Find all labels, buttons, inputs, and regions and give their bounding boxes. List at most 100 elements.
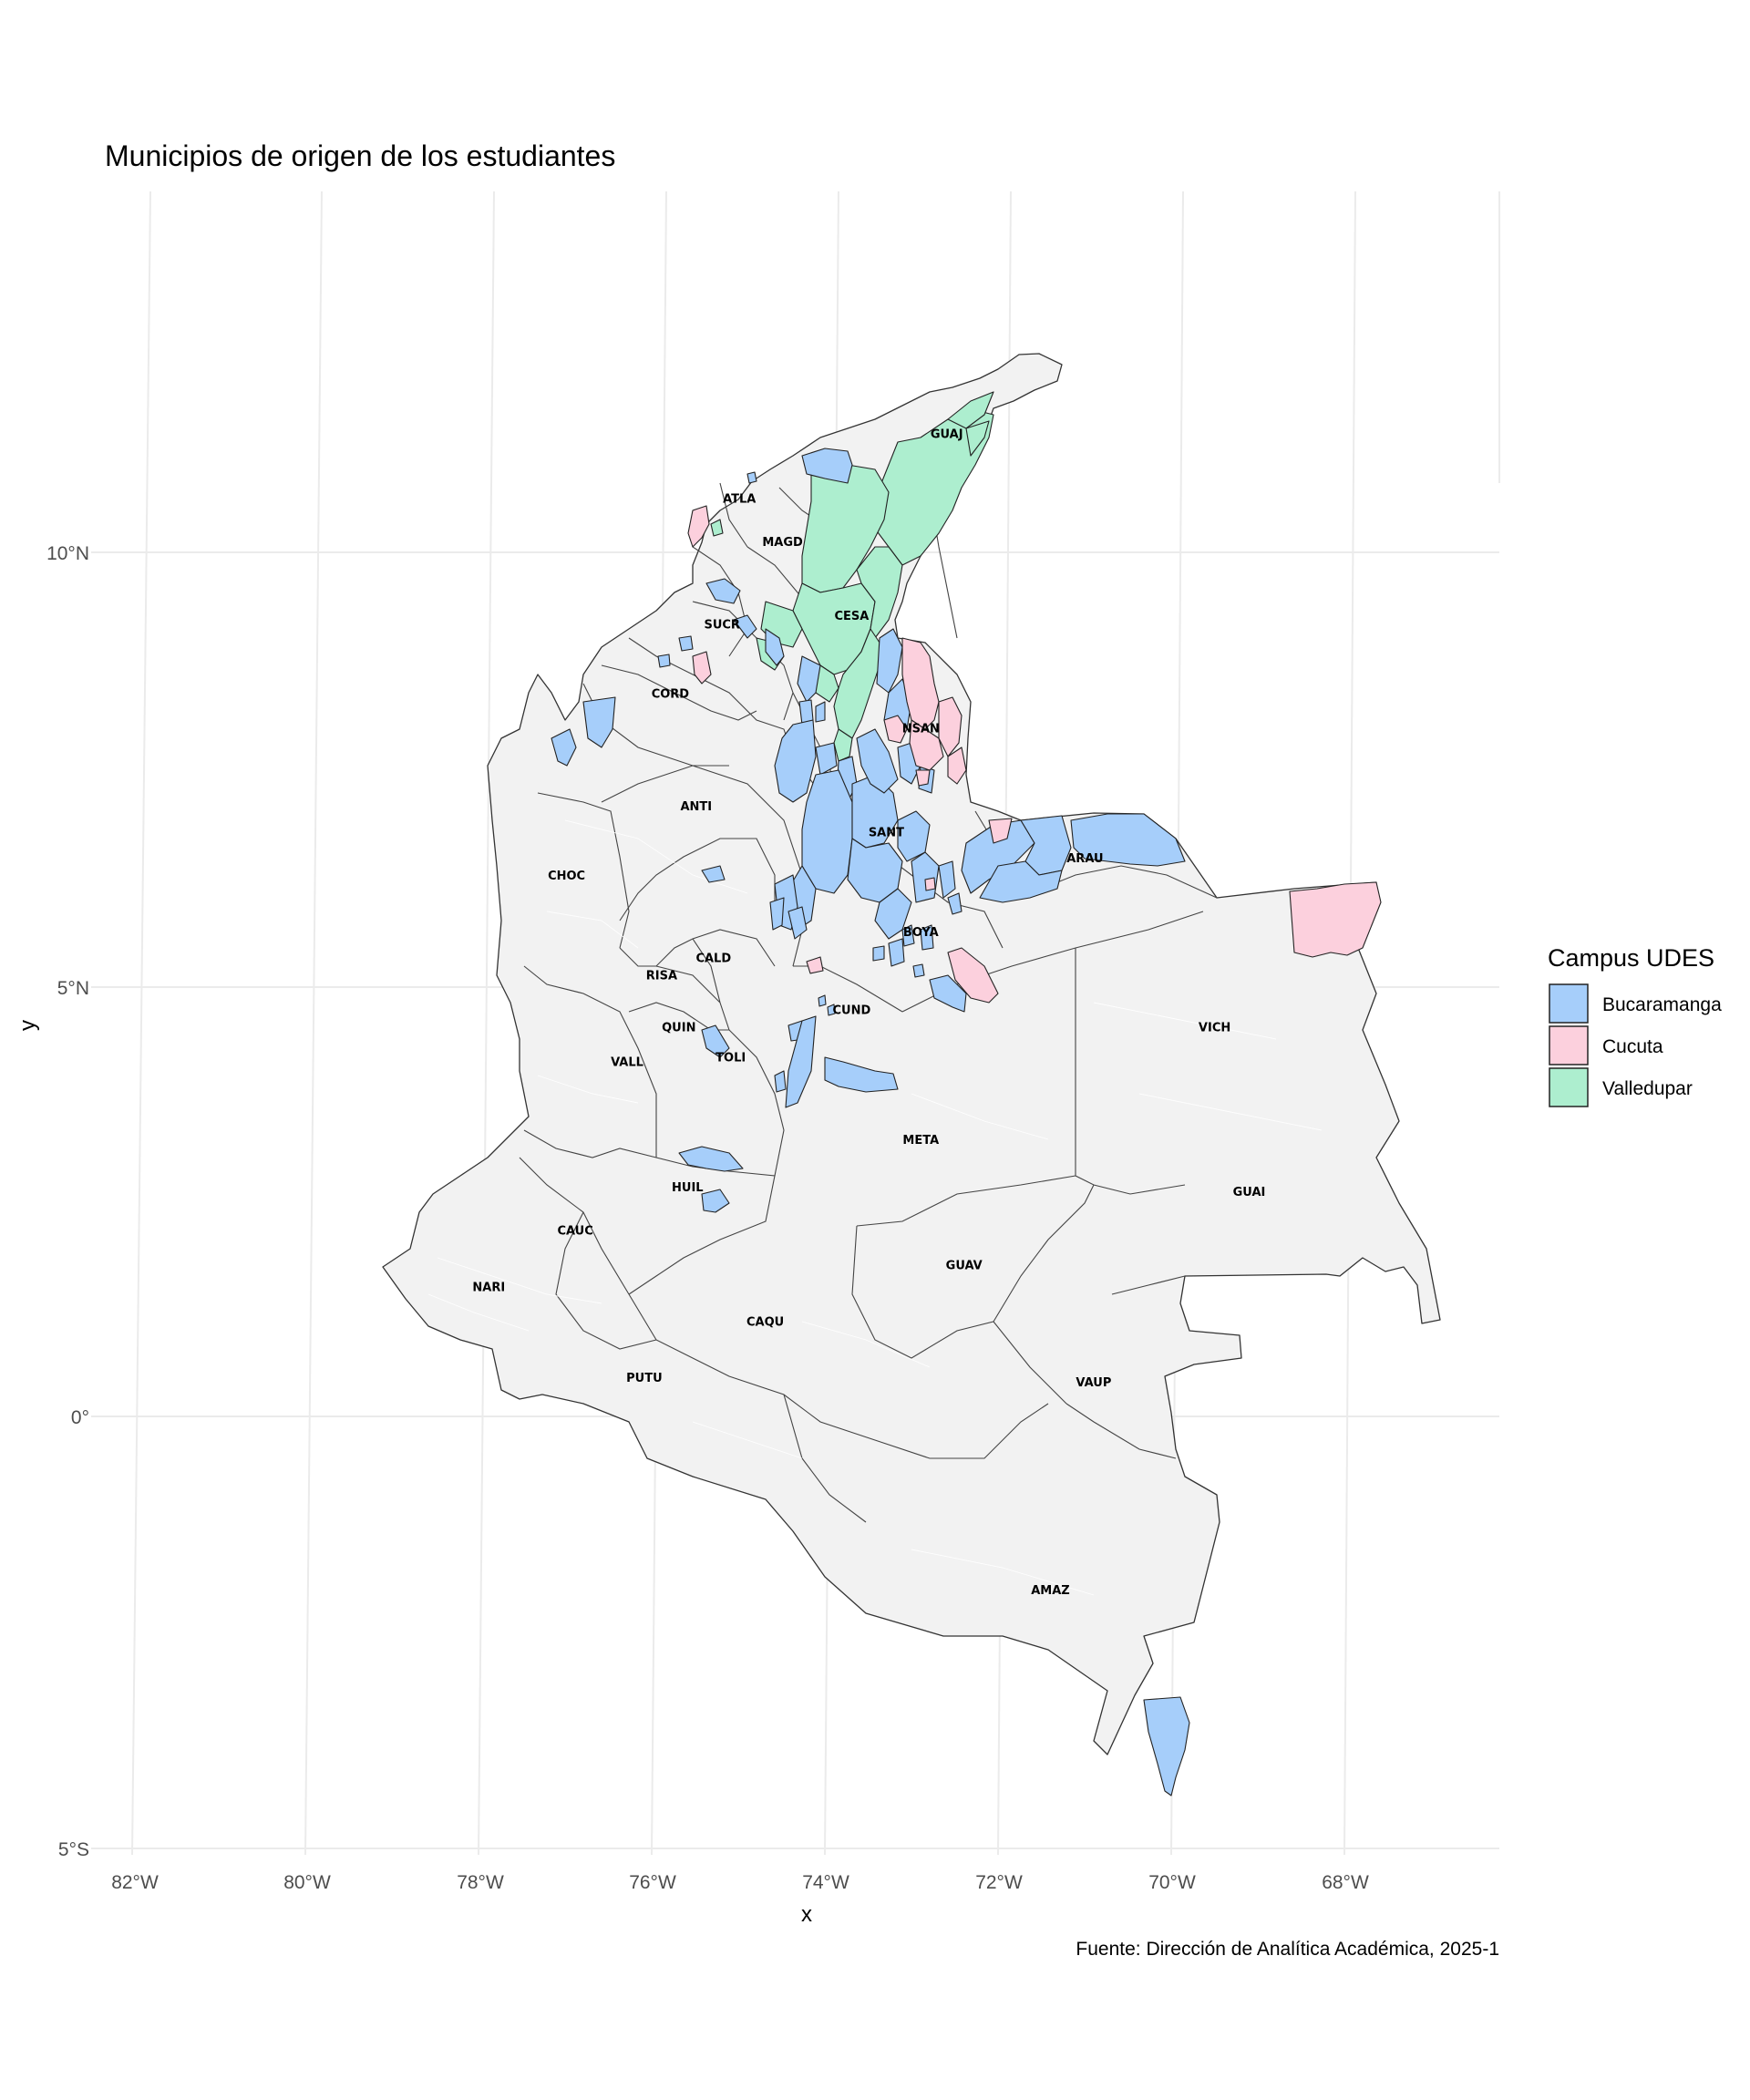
muni-cuc-nsan-south (915, 769, 931, 787)
muni-cuc-casanare (947, 947, 999, 1004)
grid-line-80w (304, 190, 323, 1856)
muni-buc-casanare (929, 974, 967, 1013)
dept-label-cord: CORD (652, 688, 690, 702)
muni-valledupar-guajira-north (947, 391, 994, 429)
muni-cuc-nsan-central (909, 719, 944, 771)
y-tick-label: 5°S (58, 1839, 89, 1860)
muni-buc-cordoba (582, 696, 616, 748)
y-tick-label: 5°N (57, 978, 89, 999)
muni-buc-santander-se2 (938, 860, 956, 899)
muni-buc-atlantico (746, 471, 757, 484)
muni-buc-boyaca-puerto (901, 924, 915, 947)
muni-cuc-nsan-west (883, 715, 908, 744)
muni-buc-arauca-east (1070, 813, 1186, 867)
plot-title: Municipios de origen de los estudiantes (105, 139, 615, 172)
dept-label-quin: QUIN (662, 1021, 695, 1035)
muni-buc-cund-4 (774, 1070, 787, 1093)
muni-cuc-nsan-cucuta (947, 746, 967, 785)
muni-buc-bolivar-south2 (815, 742, 838, 776)
muni-valledupar-cesar-north (801, 464, 890, 593)
muni-buc-tolima-1 (701, 1024, 730, 1058)
y-axis-title: y (15, 1020, 40, 1031)
x-axis: 82°W 80°W 78°W 76°W 74°W 72°W 70°W 68°W … (111, 1872, 1369, 1927)
dept-label-meta: META (902, 1134, 939, 1148)
dept-label-guaj: GUAJ (931, 428, 963, 442)
y-axis: 10°N 5°N 0° 5°S y (15, 543, 89, 1860)
muni-buc-arauca-south (979, 860, 1063, 903)
dept-label-nsan: NSAN (902, 723, 940, 736)
legend-swatch-bucaramanga (1549, 983, 1589, 1024)
muni-buc-amazonas-leticia (1143, 1696, 1190, 1796)
dept-label-toli: TOLI (715, 1052, 746, 1065)
municipios-bucaramanga (551, 448, 1190, 1796)
x-tick-label: 74°W (802, 1872, 849, 1893)
legend-label-valledupar: Valledupar (1602, 1078, 1693, 1099)
grid-line-78w (478, 190, 495, 1856)
muni-buc-antioquia-2 (701, 865, 726, 883)
dept-label-cesa: CESA (834, 610, 869, 623)
department-labels: GUAJ ATLA MAGD SUCR CESA CORD NSAN ANTI SANT ARAU… (472, 428, 1265, 1598)
muni-buc-antioquia-mm (769, 897, 785, 931)
dept-label-anti: ANTI (680, 800, 712, 814)
grid-line-82w (131, 190, 151, 1856)
x-tick-label: 78°W (457, 1872, 504, 1893)
dept-label-magd: MAGD (762, 536, 803, 550)
dept-label-cald: CALD (695, 952, 731, 965)
legend-label-cucuta: Cucuta (1602, 1036, 1663, 1057)
muni-valledupar-guajira-east (965, 420, 990, 457)
x-axis-title: x (801, 1902, 812, 1927)
y-tick-label: 10°N (46, 543, 89, 564)
muni-buc-bolivar-1 (733, 614, 757, 639)
x-tick-label: 72°W (975, 1872, 1023, 1893)
muni-buc-santander-nw (801, 769, 853, 894)
dept-label-huil: HUIL (672, 1181, 704, 1195)
muni-buc-cund-3 (785, 1015, 817, 1108)
dept-label-cauc: CAUC (557, 1225, 592, 1239)
muni-buc-antioquia-magdalena (774, 719, 817, 803)
muni-cuc-arauca-west (988, 818, 1013, 844)
muni-buc-huila-south (701, 1189, 730, 1213)
legend-swatch-valledupar (1549, 1067, 1589, 1107)
muni-buc-boyaca-3 (888, 938, 905, 967)
x-tick-label: 80°W (283, 1872, 331, 1893)
dept-label-boya: BOYA (903, 926, 939, 940)
dept-label-atla: ATLA (723, 493, 756, 507)
y-tick-label: 0° (71, 1407, 89, 1428)
muni-cuc-nsan-north (901, 637, 940, 730)
muni-buc-nsan-south (856, 728, 899, 794)
dept-label-guai: GUAI (1233, 1186, 1266, 1199)
muni-cuc-sucre (692, 651, 712, 685)
muni-buc-cund-1 (818, 994, 827, 1007)
dept-label-amaz: AMAZ (1031, 1584, 1070, 1598)
muni-cuc-vichada-east (1289, 881, 1382, 958)
dept-label-vich: VICH (1199, 1021, 1230, 1035)
muni-buc-bolivar-2 (765, 628, 785, 666)
muni-valledupar-cesar-south (833, 628, 880, 739)
dept-label-guav: GUAV (946, 1260, 983, 1273)
caption-source: Fuente: Dirección de Analítica Académica… (1076, 1939, 1499, 1960)
dept-label-sucr: SUCR (704, 619, 739, 633)
x-tick-label: 68°W (1322, 1872, 1369, 1893)
muni-valledupar-cesar-east (856, 546, 903, 639)
muni-buc-guajira-riohacha (801, 448, 853, 484)
muni-buc-magdalena (705, 578, 741, 604)
muni-buc-boyaca-6 (872, 945, 885, 962)
municipios-cucuta (687, 505, 1382, 1004)
muni-buc-boyaca-4 (920, 924, 934, 951)
muni-buc-boyaca-7 (947, 892, 962, 915)
muni-buc-sucre-1 (678, 635, 694, 652)
muni-buc-nsan-west (876, 628, 903, 694)
dept-label-caqu: CAQU (746, 1315, 784, 1329)
muni-buc-cund-6 (827, 1004, 836, 1016)
muni-buc-bolivar-south (797, 655, 821, 703)
muni-buc-boyaca-5 (912, 963, 925, 978)
muni-cuc-atlantico (687, 505, 710, 548)
legend-label-bucaramanga: Bucaramanga (1602, 994, 1722, 1015)
legend-title: Campus UDES (1548, 944, 1714, 972)
muni-valledupar-atlantico (710, 519, 724, 537)
muni-cuc-nsan-east (938, 696, 962, 757)
dept-label-vall: VALL (611, 1055, 643, 1069)
dept-label-arau: ARAU (1066, 852, 1103, 866)
municipal-borders (427, 819, 1332, 1596)
dept-label-vaup: VAUP (1076, 1376, 1111, 1390)
